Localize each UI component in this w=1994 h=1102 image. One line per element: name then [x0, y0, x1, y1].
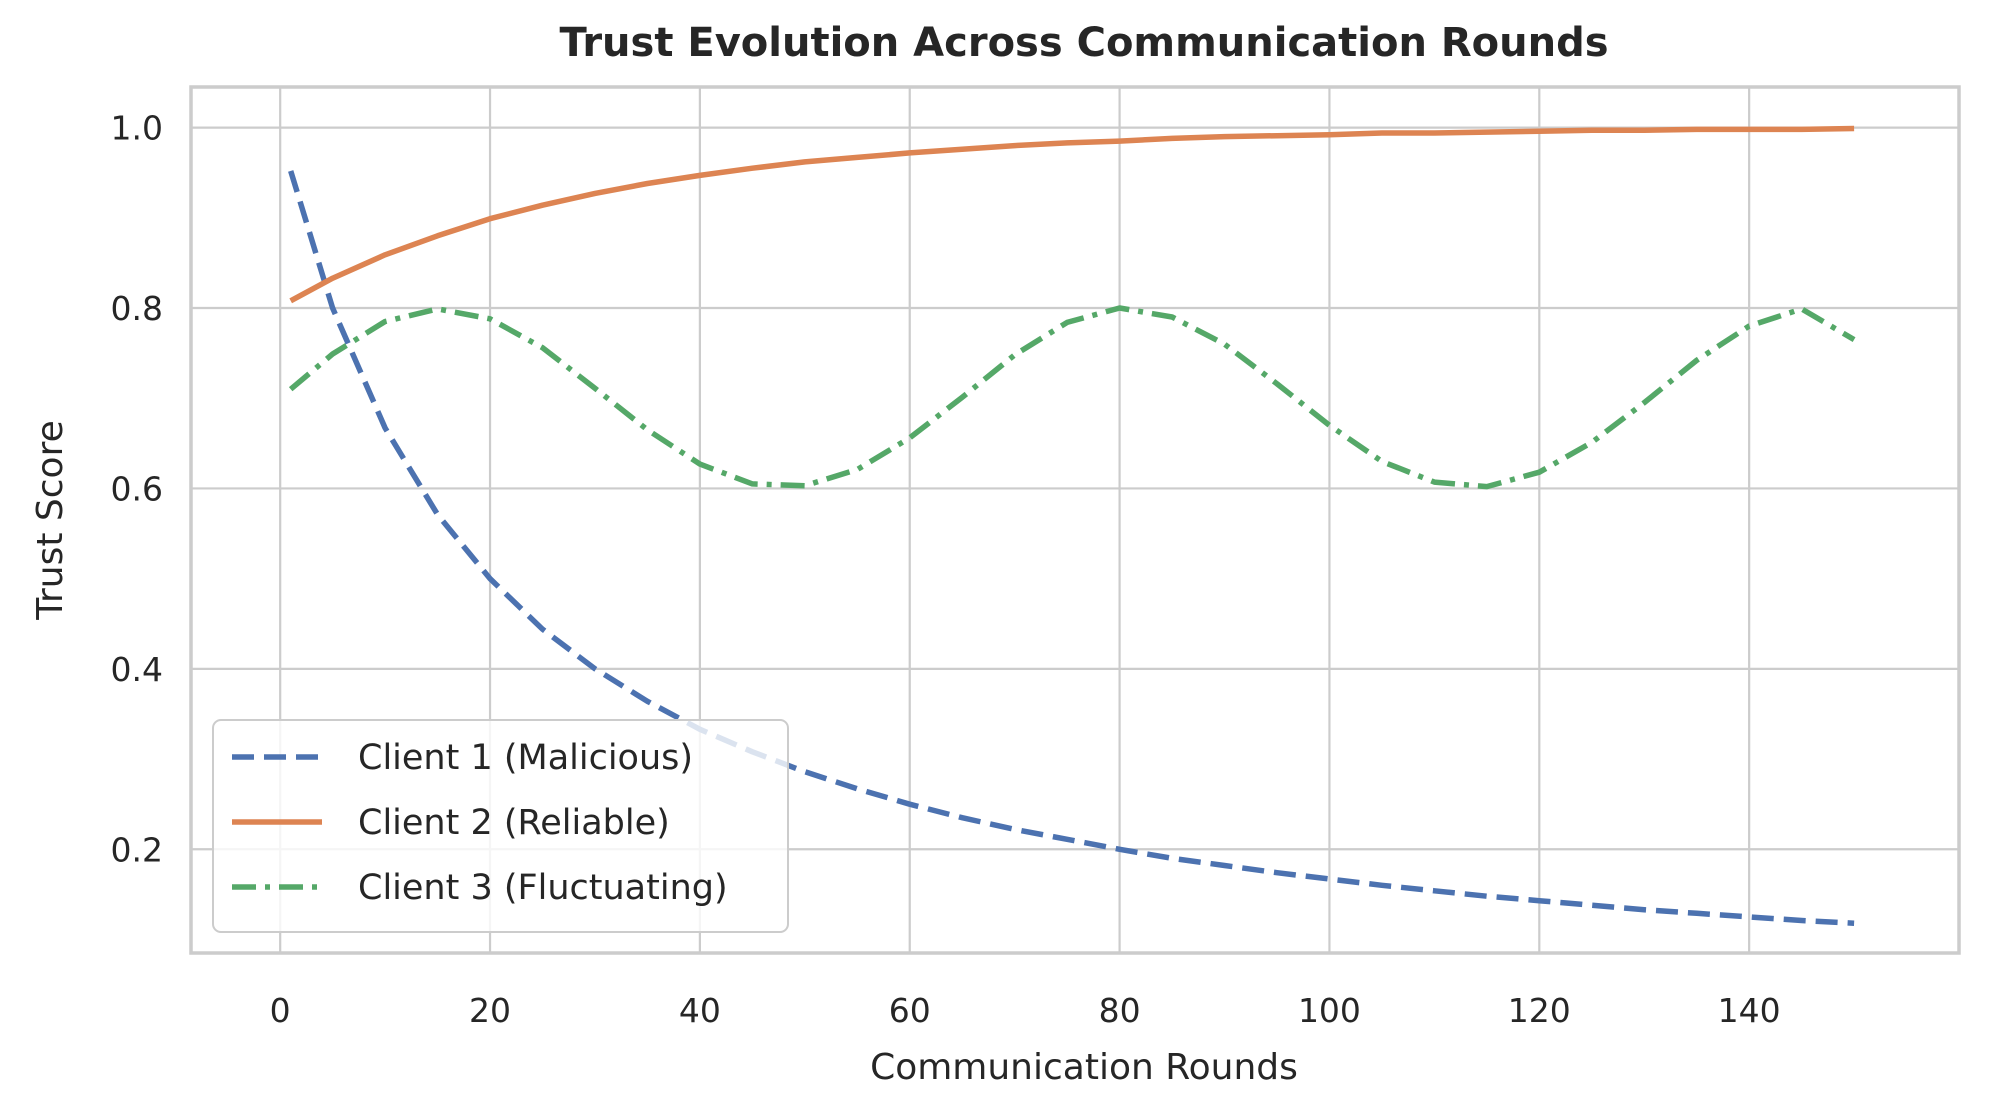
y-tick-label: 0.6	[111, 469, 163, 508]
legend: Client 1 (Malicious) Client 2 (Reliable) C…	[212, 719, 789, 933]
series-lines	[288, 125, 1856, 926]
chart-title: Trust Evolution Across Communication Rou…	[559, 20, 1608, 66]
x-tick-label: 40	[679, 991, 721, 1030]
legend-label-client-2: Client 2 (Reliable)	[358, 803, 670, 843]
x-tick-label: 100	[1298, 991, 1361, 1030]
legend-label-client-1: Client 1 (Malicious)	[358, 738, 693, 778]
series-line-client-2	[289, 125, 1855, 304]
x-axis-ticks: 0 20 40 60 80 100 120 140	[270, 991, 1781, 1030]
y-tick-label: 0.8	[111, 289, 163, 328]
x-tick-label: 0	[270, 991, 291, 1030]
series-line-client-1	[288, 170, 1855, 926]
y-tick-label: 0.4	[111, 650, 163, 689]
x-tick-label: 140	[1718, 991, 1781, 1030]
series-line-client-3	[288, 305, 1856, 490]
x-tick-label: 20	[469, 991, 511, 1030]
y-axis-ticks: 0.2 0.4 0.6 0.8 1.0	[111, 109, 163, 870]
y-axis-label: Trust Score	[30, 420, 71, 620]
legend-label-client-3: Client 3 (Fluctuating)	[358, 868, 728, 908]
x-axis-label: Communication Rounds	[870, 1047, 1298, 1088]
y-tick-label: 1.0	[111, 109, 163, 148]
x-tick-label: 120	[1508, 991, 1571, 1030]
y-tick-label: 0.2	[111, 830, 163, 869]
legend-box	[212, 719, 789, 933]
x-tick-label: 60	[889, 991, 931, 1030]
x-tick-label: 80	[1099, 991, 1141, 1030]
plot-frame	[189, 85, 1961, 955]
